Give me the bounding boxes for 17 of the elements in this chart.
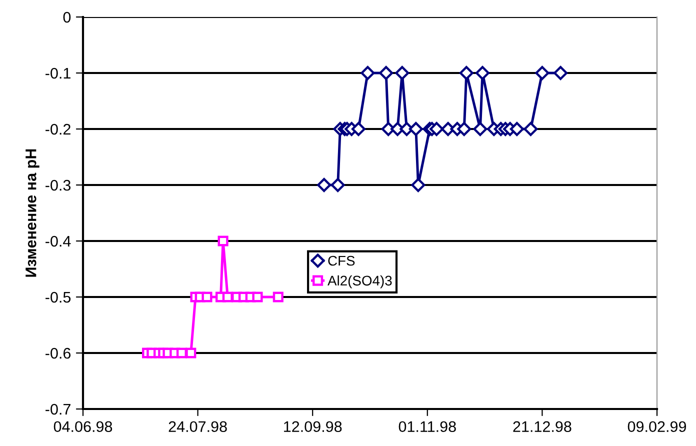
y-tick-label: -0.2 <box>46 124 70 135</box>
legend-label: Al2(SO4)3 <box>328 275 392 288</box>
y-tick-label: 0 <box>63 12 71 23</box>
x-tick-label: 12.09.98 <box>284 421 342 432</box>
x-tick-label: 09.02.99 <box>628 421 686 432</box>
y-tick-label: -0.7 <box>46 404 70 415</box>
x-tick-label: 21.12.98 <box>513 421 572 432</box>
y-axis-title: Изменение на pH <box>26 149 40 277</box>
legend-label: CFS <box>328 256 355 266</box>
x-tick-label: 01.11.98 <box>398 421 456 432</box>
y-tick-label: -0.4 <box>46 236 71 247</box>
x-tick-label: 04.06.98 <box>54 421 112 432</box>
x-tick-label: 24.07.98 <box>168 421 227 432</box>
y-tick-label: -0.5 <box>46 292 71 303</box>
y-tick-label: -0.1 <box>46 68 70 79</box>
y-tick-label: -0.6 <box>46 348 71 359</box>
y-tick-label: -0.3 <box>46 180 71 191</box>
